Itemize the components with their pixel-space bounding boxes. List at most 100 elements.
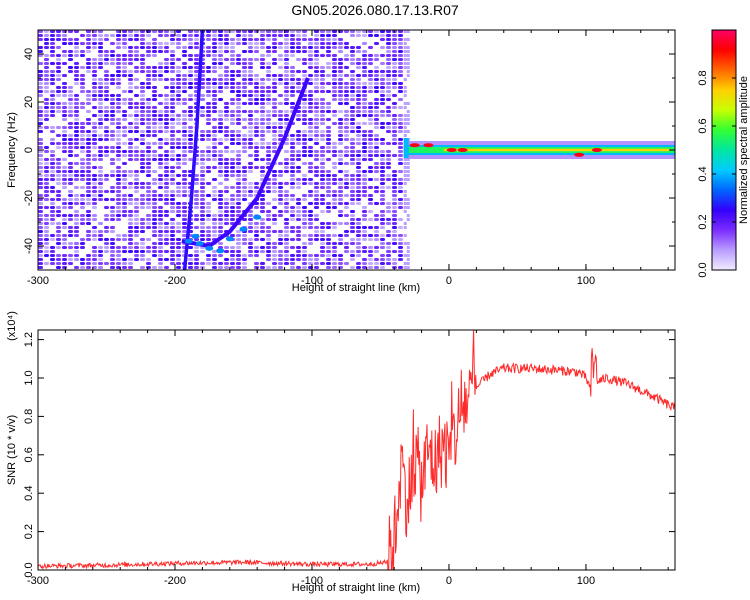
heatmap-cell [212, 226, 217, 229]
heatmap-cell [350, 130, 355, 133]
band-onset [403, 138, 409, 158]
heatmap-cell [140, 122, 145, 125]
heatmap-cell [350, 34, 355, 37]
heatmap-cell [224, 222, 229, 225]
heatmap-cell [338, 38, 343, 41]
heatmap-cell [332, 174, 337, 177]
heatmap-cell [398, 34, 403, 37]
heatmap-cell [380, 34, 385, 37]
heatmap-cell [344, 186, 349, 189]
heatmap-cell [188, 254, 193, 257]
heatmap-cell [356, 58, 361, 61]
heatmap-cell [140, 42, 145, 45]
heatmap-cell [212, 198, 217, 201]
heatmap-cell [242, 62, 247, 65]
heatmap-cell [350, 182, 355, 185]
heatmap-cell [62, 242, 67, 245]
heatmap-cell [176, 166, 181, 169]
heatmap-cell [176, 174, 181, 177]
heatmap-cell [212, 138, 217, 141]
heatmap-cell [386, 98, 391, 101]
heatmap-cell [308, 126, 313, 129]
heatmap-cell [104, 90, 109, 93]
heatmap-cell [92, 58, 97, 61]
heatmap-cell [236, 230, 241, 233]
heatmap-cell [146, 110, 151, 113]
heatmap-cell [56, 178, 61, 181]
heatmap-cell [314, 166, 319, 169]
heatmap-cell [314, 230, 319, 233]
heatmap-cell [146, 66, 151, 69]
heatmap-cell [170, 250, 175, 253]
heatmap-cell [344, 82, 349, 85]
heatmap-cell [362, 74, 367, 77]
heatmap-cell [356, 202, 361, 205]
heatmap-cell [308, 214, 313, 217]
heatmap-cell [98, 234, 103, 237]
heatmap-cell [320, 154, 325, 157]
heatmap-cell [406, 258, 410, 261]
heatmap-cell [182, 134, 187, 137]
heatmap-cell [68, 218, 73, 221]
heatmap-cell [344, 170, 349, 173]
heatmap-cell [164, 58, 169, 61]
heatmap-cell [98, 250, 103, 253]
heatmap-cell [284, 250, 289, 253]
heatmap-cell [314, 134, 319, 137]
heatmap-cell [116, 234, 121, 237]
heatmap-cell [338, 162, 343, 165]
heatmap-cell [44, 250, 49, 253]
heatmap-cell [80, 174, 85, 177]
heatmap-cell [314, 50, 319, 53]
track-hotspot [205, 245, 214, 251]
heatmap-cell [140, 38, 145, 41]
heatmap-cell [224, 30, 229, 33]
heatmap-cell [182, 190, 187, 193]
heatmap-cell [170, 102, 175, 105]
heatmap-cell [146, 54, 151, 57]
heatmap-cell [406, 62, 410, 65]
heatmap-cell [308, 190, 313, 193]
heatmap-cell [380, 254, 385, 257]
heatmap-cell [194, 266, 199, 269]
heatmap-cell [182, 210, 187, 213]
heatmap-cell [170, 138, 175, 141]
heatmap-cell [92, 230, 97, 233]
heatmap-cell [302, 218, 307, 221]
heatmap-cell [134, 158, 139, 161]
heatmap-cell [332, 30, 337, 33]
heatmap-cell [110, 122, 115, 125]
heatmap-cell [386, 38, 391, 41]
heatmap-cell [164, 234, 169, 237]
heatmap-cell [170, 114, 175, 117]
heatmap-cell [122, 246, 127, 249]
heatmap-cell [110, 190, 115, 193]
heatmap-cell [218, 142, 223, 145]
heatmap-cell [236, 162, 241, 165]
heatmap-cell [260, 146, 265, 149]
heatmap-cell [236, 158, 241, 161]
heatmap-cell [218, 190, 223, 193]
heatmap-cell [182, 130, 187, 133]
heatmap-cell [236, 138, 241, 141]
heatmap-cell [134, 186, 139, 189]
heatmap-cell [56, 162, 61, 165]
heatmap-cell [212, 154, 217, 157]
heatmap-cell [398, 122, 403, 125]
heatmap-cell [128, 234, 133, 237]
heatmap-cell [332, 198, 337, 201]
heatmap-cell [278, 254, 283, 257]
heatmap-cell [122, 130, 127, 133]
heatmap-cell [74, 50, 79, 53]
heatmap-cell [296, 218, 301, 221]
x-tick-label: -200 [164, 575, 186, 587]
heatmap-cell [350, 62, 355, 65]
heatmap-cell [182, 86, 187, 89]
heatmap-cell [92, 98, 97, 101]
heatmap-cell [116, 122, 121, 125]
heatmap-cell [278, 34, 283, 37]
heatmap-cell [398, 86, 403, 89]
heatmap-cell [242, 90, 247, 93]
heatmap-cell [284, 82, 289, 85]
heatmap-cell [260, 58, 265, 61]
